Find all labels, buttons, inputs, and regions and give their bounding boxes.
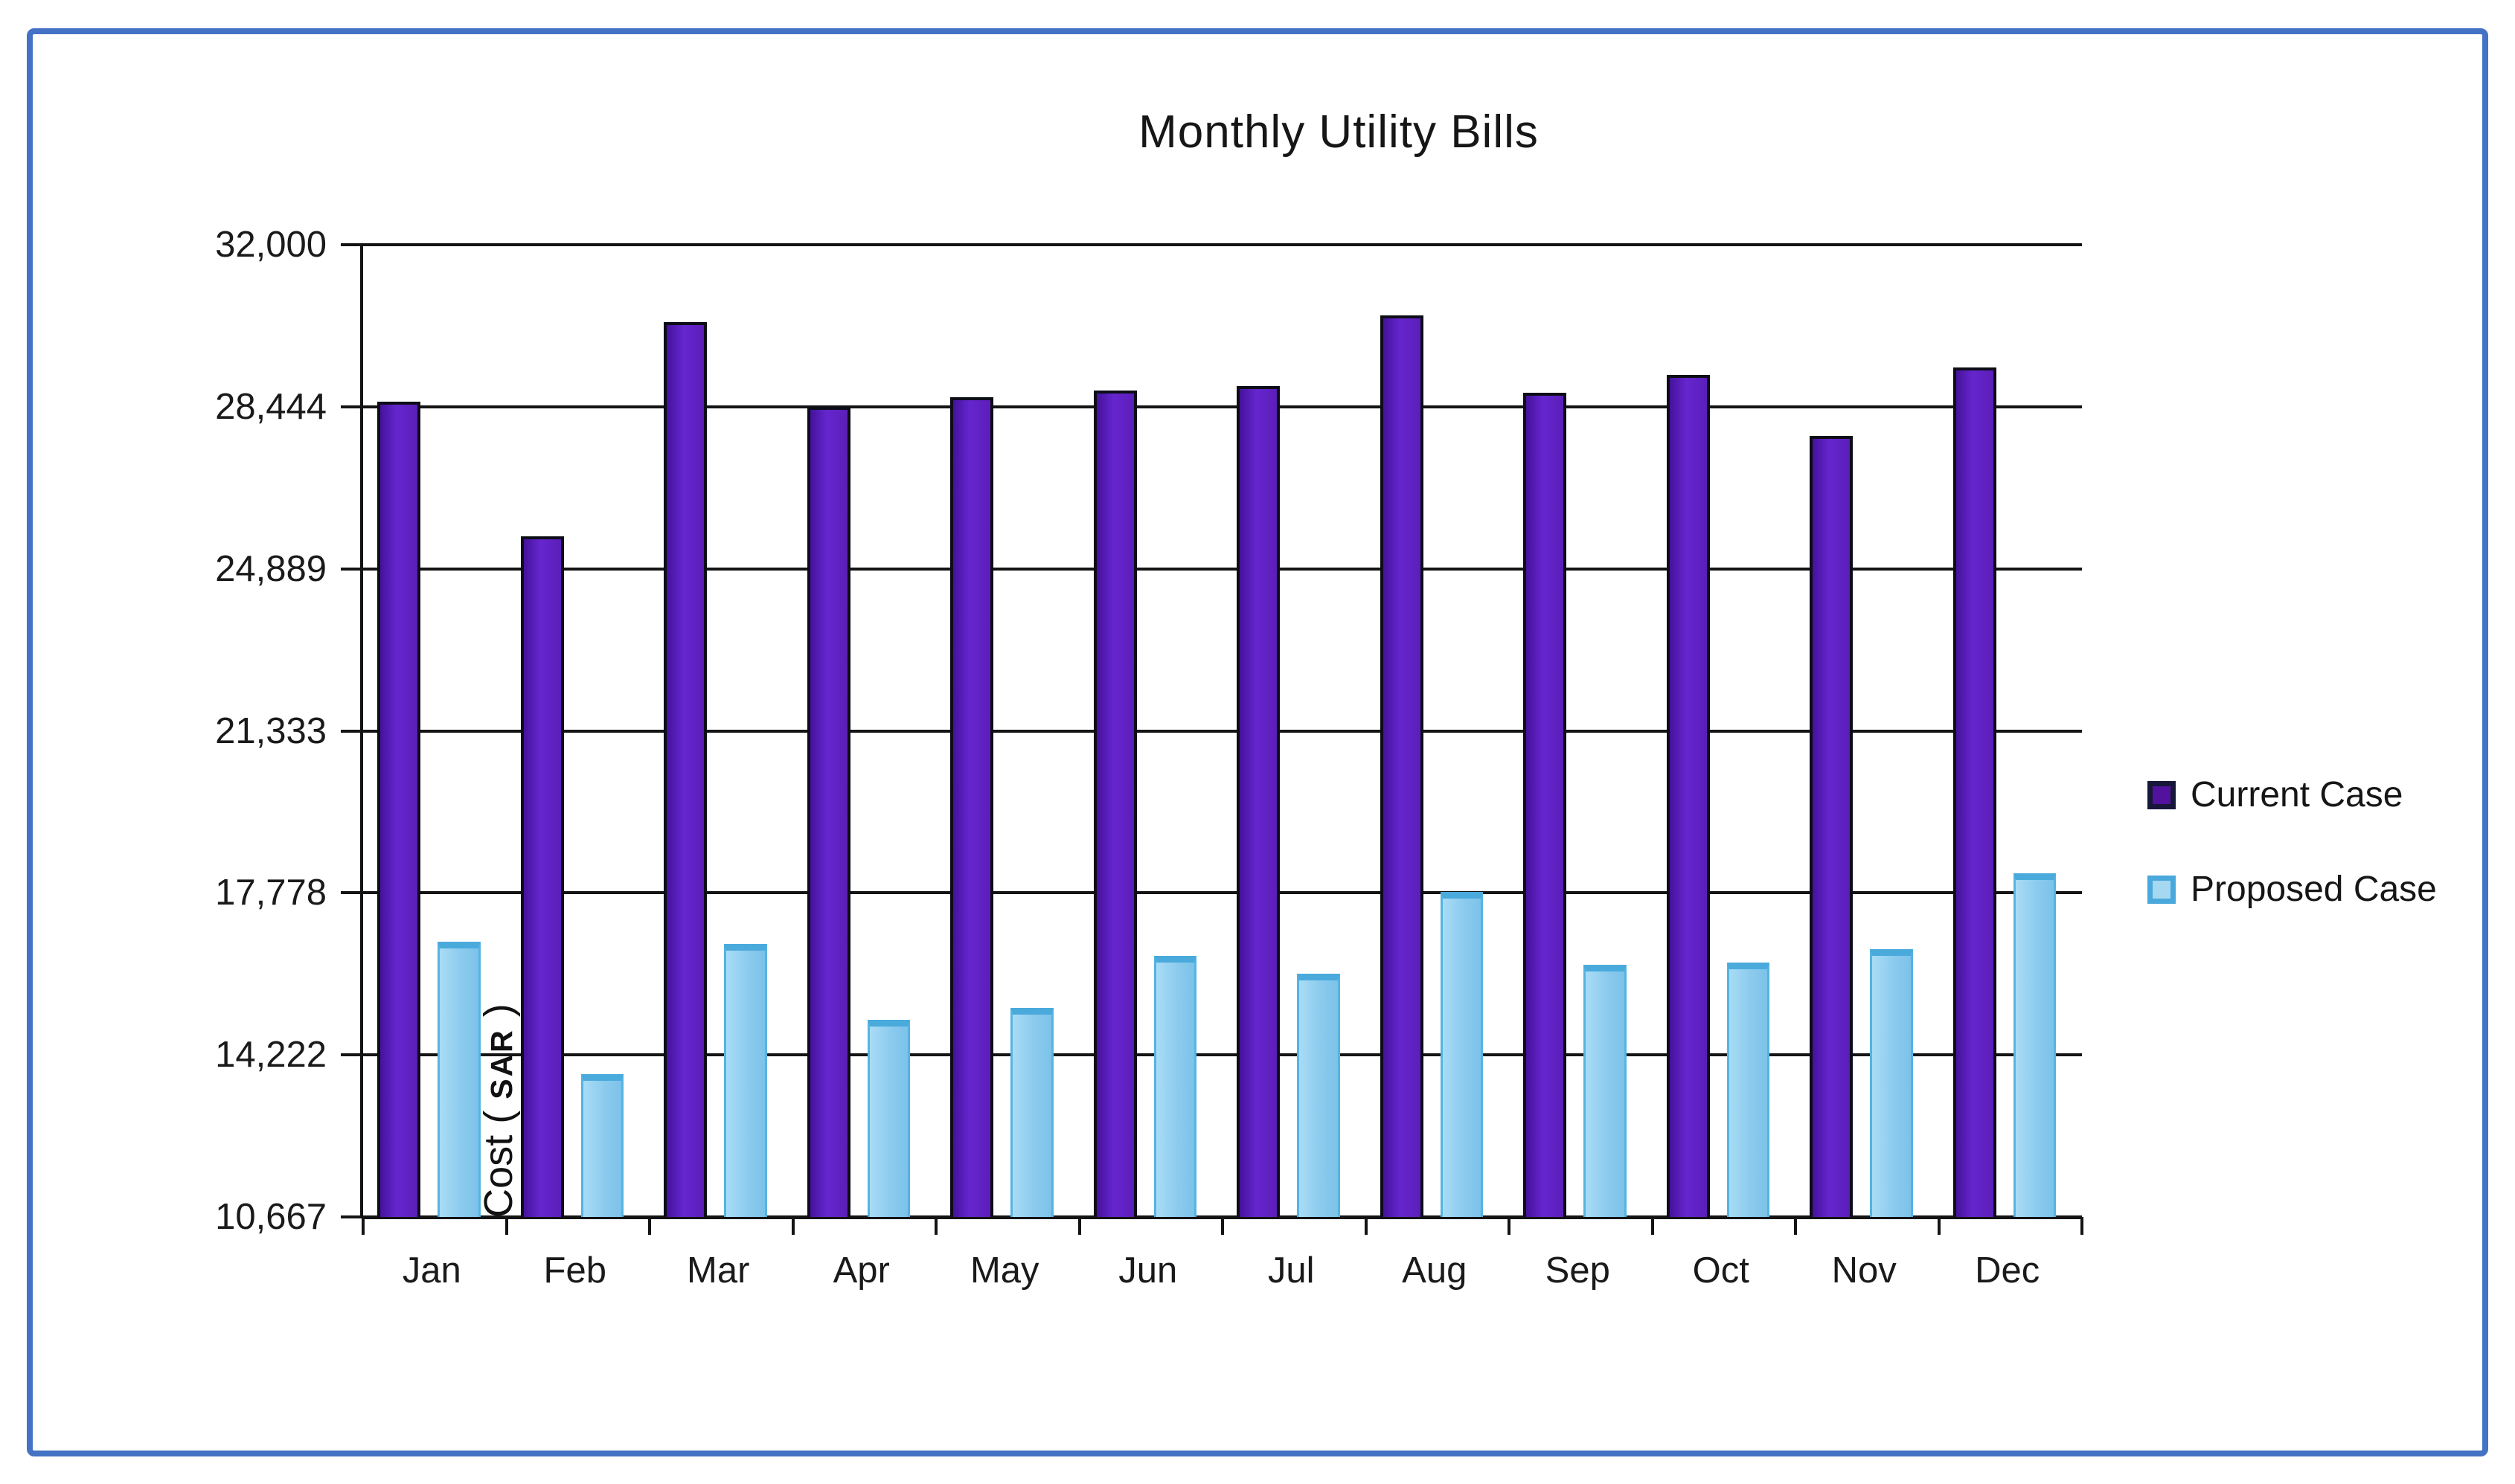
x-tick-label-feb: Feb xyxy=(543,1250,606,1291)
bar-proposed-case-feb xyxy=(580,1074,624,1217)
y-tick-label-17,778: 17,778 xyxy=(215,873,327,913)
x-tick-label-nov: Nov xyxy=(1831,1250,1897,1291)
x-axis-tick xyxy=(362,1217,365,1235)
x-axis-tick xyxy=(1221,1217,1224,1235)
x-tick-label-may: May xyxy=(970,1250,1039,1291)
x-tick-label-aug: Aug xyxy=(1402,1250,1467,1291)
y-tick-label-32,000: 32,000 xyxy=(215,225,327,265)
x-tick-label-jul: Jul xyxy=(1267,1250,1315,1291)
month-slot-Jul xyxy=(1223,245,1366,1217)
x-axis-tick xyxy=(1077,1217,1081,1235)
bar-current-case-sep xyxy=(1523,393,1566,1217)
month-slot-Jun xyxy=(1080,245,1223,1217)
bar-proposed-case-apr xyxy=(867,1019,911,1217)
bar-proposed-case-jul xyxy=(1297,974,1340,1217)
month-slot-Jan xyxy=(363,245,507,1217)
bar-current-case-aug xyxy=(1380,315,1423,1217)
gridline-14,222 xyxy=(363,1053,2082,1057)
y-tick-label-10,667: 10,667 xyxy=(215,1197,327,1237)
y-axis-tick xyxy=(341,1053,363,1057)
y-axis-tick xyxy=(341,405,363,408)
x-tick-label-jun: Jun xyxy=(1118,1250,1178,1291)
bar-proposed-case-jan xyxy=(438,942,481,1217)
legend-label: Current Case xyxy=(2191,775,2403,815)
gridline-28,444 xyxy=(363,405,2082,408)
x-axis-tick xyxy=(504,1217,508,1235)
bar-current-case-apr xyxy=(807,406,850,1217)
y-axis-tick xyxy=(341,243,363,246)
legend-item-current-case: Current Case xyxy=(2147,774,2437,815)
legend-label: Proposed Case xyxy=(2191,870,2437,909)
bar-proposed-case-sep xyxy=(1583,965,1627,1217)
month-slot-Sep xyxy=(1509,245,1653,1217)
chart-title: Monthly Utility Bills xyxy=(1138,106,1539,158)
y-axis-tick xyxy=(341,729,363,733)
gridline-17,778 xyxy=(363,891,2082,895)
x-tick-label-sep: Sep xyxy=(1545,1250,1610,1291)
x-axis-tick xyxy=(1508,1217,1510,1235)
bar-proposed-case-aug xyxy=(1440,892,1484,1217)
bar-proposed-case-nov xyxy=(1870,948,1913,1217)
x-axis-tick xyxy=(791,1217,795,1235)
bar-proposed-case-mar xyxy=(724,944,767,1217)
legend: Current Case Proposed Case xyxy=(2147,774,2437,963)
x-axis-tick xyxy=(2080,1217,2083,1235)
bar-current-case-oct xyxy=(1666,374,1710,1217)
y-tick-label-28,444: 28,444 xyxy=(215,386,327,427)
gridline-24,889 xyxy=(363,567,2082,571)
month-slot-Aug xyxy=(1366,245,1510,1217)
x-axis-tick xyxy=(935,1217,938,1235)
x-axis-tick xyxy=(1794,1217,1797,1235)
bar-current-case-jun xyxy=(1093,391,1137,1217)
month-slot-Nov xyxy=(1795,245,1939,1217)
bar-current-case-feb xyxy=(520,536,564,1217)
x-axis-tick xyxy=(1937,1217,1941,1235)
legend-swatch-current-case xyxy=(2147,780,2176,809)
gridline-32,000 xyxy=(363,243,2082,246)
x-tick-label-mar: Mar xyxy=(687,1250,750,1291)
x-axis-tick xyxy=(1650,1217,1654,1235)
legend-item-proposed-case: Proposed Case xyxy=(2147,869,2437,910)
bar-proposed-case-oct xyxy=(1726,962,1770,1217)
y-tick-label-21,333: 21,333 xyxy=(215,710,327,751)
y-tick-label-14,222: 14,222 xyxy=(215,1035,327,1076)
bar-proposed-case-may xyxy=(1010,1008,1054,1217)
gridline-21,333 xyxy=(363,729,2082,733)
y-axis-tick xyxy=(341,891,363,895)
bar-current-case-mar xyxy=(664,322,707,1217)
month-slot-Apr xyxy=(793,245,937,1217)
y-axis-tick xyxy=(341,567,363,571)
month-slot-May xyxy=(936,245,1080,1217)
x-tick-label-apr: Apr xyxy=(833,1250,890,1291)
chart-outer-border: Monthly Utility Bills Cost ( SAR ) 32,00… xyxy=(27,28,2488,1456)
x-axis-tick xyxy=(648,1217,651,1235)
x-tick-label-dec: Dec xyxy=(1975,1250,2040,1291)
bar-current-case-may xyxy=(950,397,993,1217)
bar-current-case-nov xyxy=(1810,436,1853,1217)
x-tick-label-jan: Jan xyxy=(402,1250,461,1291)
bar-current-case-jan xyxy=(377,402,420,1217)
bar-current-case-dec xyxy=(1952,367,1996,1217)
month-slot-Oct xyxy=(1653,245,1796,1217)
y-tick-label-24,889: 24,889 xyxy=(215,548,327,589)
x-axis-tick xyxy=(1364,1217,1368,1235)
legend-swatch-proposed-case xyxy=(2147,875,2176,904)
bar-proposed-case-jun xyxy=(1153,955,1197,1217)
month-slot-Feb xyxy=(507,245,650,1217)
bar-proposed-case-dec xyxy=(2013,873,2057,1217)
x-tick-label-oct: Oct xyxy=(1692,1250,1749,1291)
y-axis-tick xyxy=(341,1215,363,1218)
plot-area: Cost ( SAR ) xyxy=(341,243,2083,1235)
month-slot-Mar xyxy=(650,245,793,1217)
bar-current-case-jul xyxy=(1237,385,1280,1217)
month-slot-Dec xyxy=(1939,245,2083,1217)
